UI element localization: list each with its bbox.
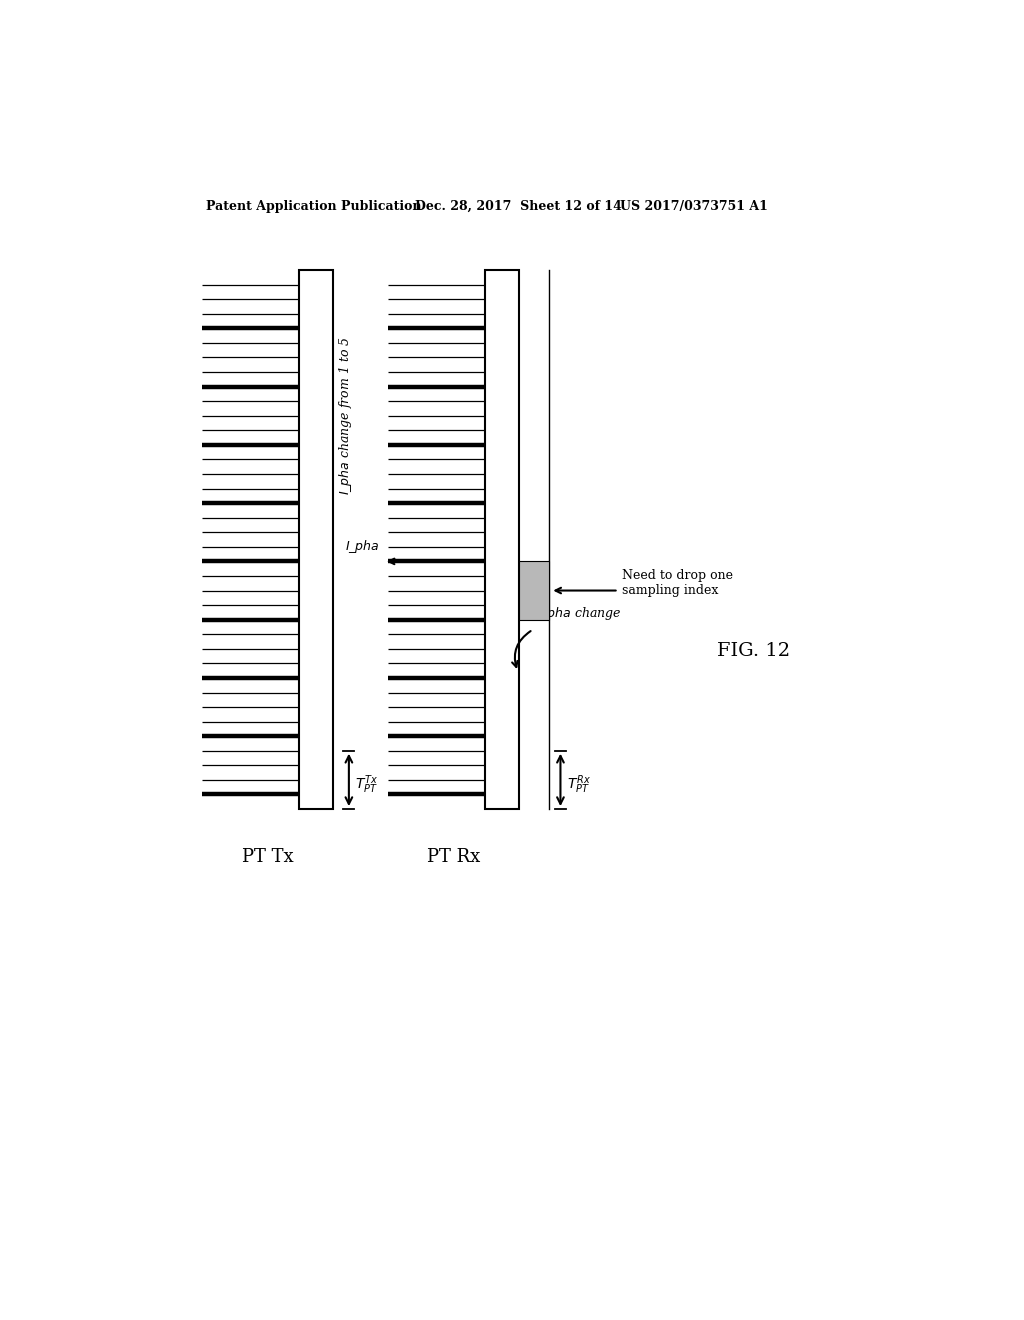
Bar [484,271,519,809]
Text: $I\_pha$: $I\_pha$ [345,539,380,556]
Text: $I\_pha$ change from 1 to 5: $I\_pha$ change from 1 to 5 [337,337,353,495]
Text: Patent Application Publication: Patent Application Publication [206,199,421,213]
Text: US 2017/0373751 A1: US 2017/0373751 A1 [621,199,768,213]
Text: Need to drop one
sampling index: Need to drop one sampling index [623,569,733,597]
Text: Dec. 28, 2017  Sheet 12 of 14: Dec. 28, 2017 Sheet 12 of 14 [415,199,622,213]
Text: PT Rx: PT Rx [427,847,480,866]
Text: FIG. 12: FIG. 12 [717,643,791,660]
Text: $T_{PT}^{Tx}$: $T_{PT}^{Tx}$ [355,774,378,796]
Bar [299,271,334,809]
Text: $I\_pha$ change: $I\_pha$ change [537,605,622,622]
Bar [519,561,549,619]
Text: $T_{PT}^{Rx}$: $T_{PT}^{Rx}$ [566,774,591,796]
Text: PT Tx: PT Tx [242,847,293,866]
